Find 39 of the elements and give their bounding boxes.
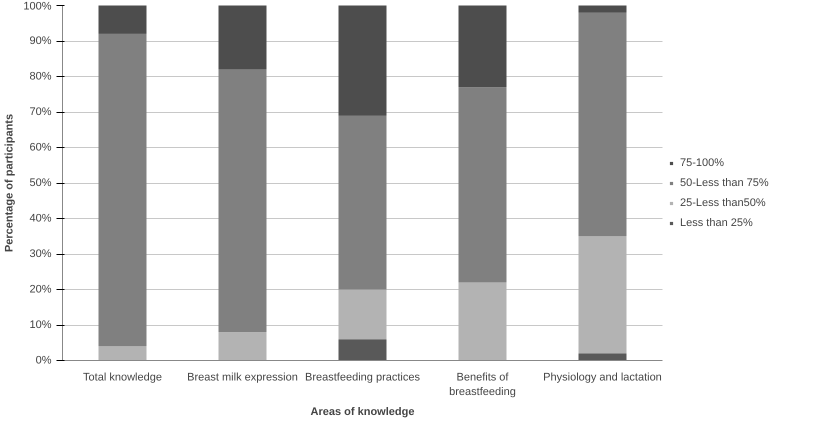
bar: [338, 290, 386, 340]
y-tick-label: 100%: [23, 0, 52, 12]
y-tick-label: 50%: [29, 177, 52, 189]
y-tick-label: 10%: [29, 319, 52, 331]
y-axis-title: Percentage of participants: [3, 114, 16, 252]
x-axis-title: Areas of knowledge: [310, 406, 414, 418]
y-tick-label: 40%: [29, 212, 52, 224]
y-tick-label: 90%: [29, 35, 52, 47]
bar: [98, 34, 146, 346]
y-tick-label: 0%: [36, 354, 52, 366]
x-tick-label: Breastfeeding practices: [305, 372, 420, 384]
y-tick-label: 20%: [29, 284, 52, 296]
bar: [218, 332, 266, 360]
y-tick-label: 60%: [29, 142, 52, 154]
bar: [458, 87, 506, 282]
x-tick-label: Physiology and lactation: [543, 372, 662, 384]
bar: [458, 282, 506, 360]
legend-label: 50-Less than 75%: [680, 177, 769, 189]
legend-label: Less than 25%: [680, 217, 753, 229]
bar: [458, 6, 506, 88]
legend-label: 75-100%: [680, 157, 724, 169]
bar: [578, 353, 626, 360]
x-tick-label: Breast milk expression: [187, 372, 298, 384]
bar: [218, 69, 266, 332]
bar: [578, 12, 626, 236]
y-tick-label: 30%: [29, 248, 52, 260]
bar: [338, 116, 386, 290]
y-tick-label: 80%: [29, 70, 52, 82]
x-tick-label: Benefits of breastfeeding: [449, 372, 516, 398]
bar: [338, 339, 386, 360]
legend-label: 25-Less than50%: [680, 197, 766, 209]
bar: [218, 6, 266, 70]
bar: [98, 6, 146, 34]
bar: [578, 236, 626, 354]
bar: [338, 6, 386, 116]
bar: [98, 346, 146, 360]
bar: [578, 6, 626, 13]
y-tick-label: 70%: [29, 106, 52, 118]
x-tick-label: Total knowledge: [83, 372, 162, 384]
